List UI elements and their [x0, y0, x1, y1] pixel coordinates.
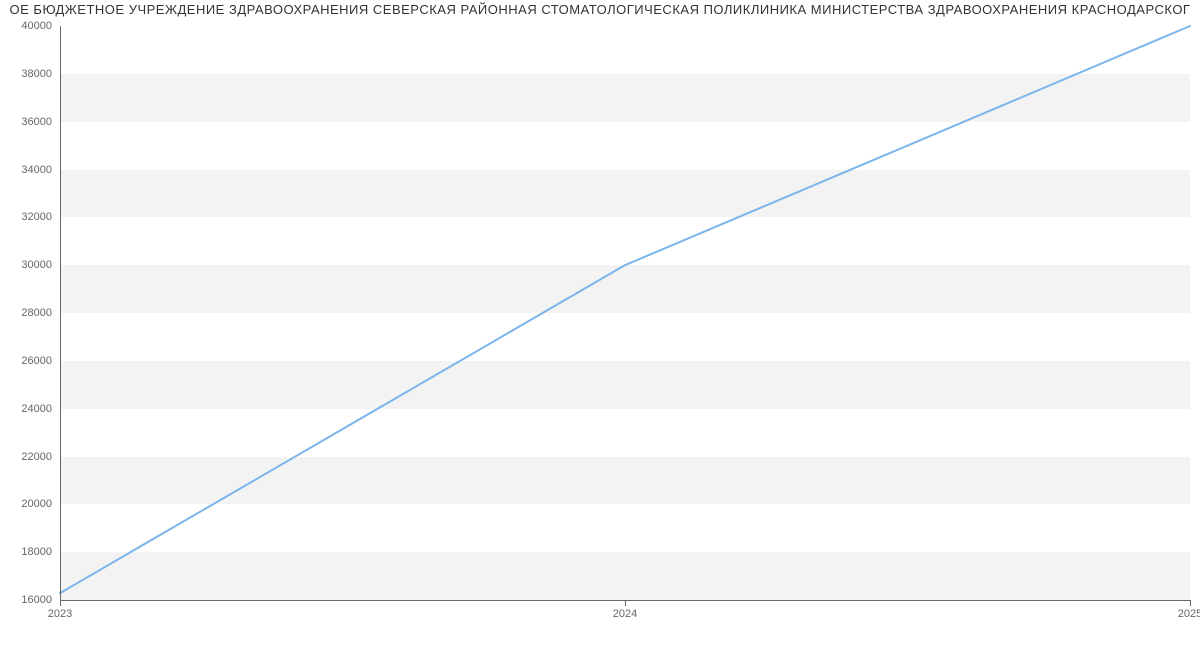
y-tick-label: 22000 [21, 451, 60, 463]
y-tick-label: 30000 [21, 259, 60, 271]
y-tick-label: 26000 [21, 355, 60, 367]
x-tick-label: 2025 [1178, 600, 1200, 620]
y-tick-label: 18000 [21, 546, 60, 558]
y-axis-line [60, 26, 61, 600]
line-chart: ОЕ БЮДЖЕТНОЕ УЧРЕЖДЕНИЕ ЗДРАВООХРАНЕНИЯ … [0, 0, 1200, 650]
x-tick-label: 2024 [613, 600, 637, 620]
y-tick-label: 20000 [21, 498, 60, 510]
y-tick-label: 38000 [21, 68, 60, 80]
y-tick-label: 32000 [21, 211, 60, 223]
y-tick-label: 34000 [21, 164, 60, 176]
y-tick-label: 28000 [21, 307, 60, 319]
line-series [60, 26, 1190, 600]
y-tick-label: 36000 [21, 116, 60, 128]
chart-title: ОЕ БЮДЖЕТНОЕ УЧРЕЖДЕНИЕ ЗДРАВООХРАНЕНИЯ … [0, 2, 1200, 17]
plot-area: 1600018000200002200024000260002800030000… [60, 26, 1190, 600]
y-tick-label: 40000 [21, 20, 60, 32]
y-tick-label: 24000 [21, 403, 60, 415]
x-tick-label: 2023 [48, 600, 72, 620]
